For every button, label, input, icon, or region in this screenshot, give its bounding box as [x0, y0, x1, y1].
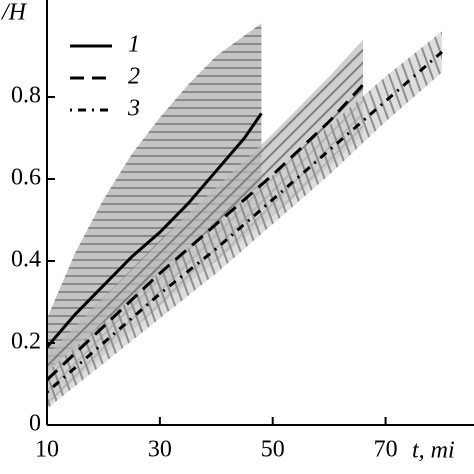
y-tick-label: 0.4	[11, 247, 41, 273]
legend-label: 3	[127, 96, 140, 122]
lines	[45, 50, 443, 394]
x-tick-label: 50	[261, 437, 285, 463]
x-axis-label: t, mi	[412, 438, 455, 464]
y-tick-label: 0.2	[11, 329, 41, 355]
legend-label: 1	[128, 32, 140, 58]
y-tick-label: 0.8	[11, 83, 41, 109]
x-tick-label: 30	[148, 437, 172, 463]
y-tick-label: 0.6	[11, 165, 41, 191]
y-tick-label: 0	[29, 411, 41, 437]
series-line	[45, 112, 263, 349]
bands	[47, 23, 442, 409]
x-tick-label: 70	[374, 437, 398, 463]
series-line	[45, 83, 365, 381]
legend-label: 2	[128, 64, 140, 90]
x-tick-label: 10	[35, 437, 59, 463]
y-axis-label: /H	[0, 0, 28, 26]
uncertainty-band	[47, 31, 442, 409]
